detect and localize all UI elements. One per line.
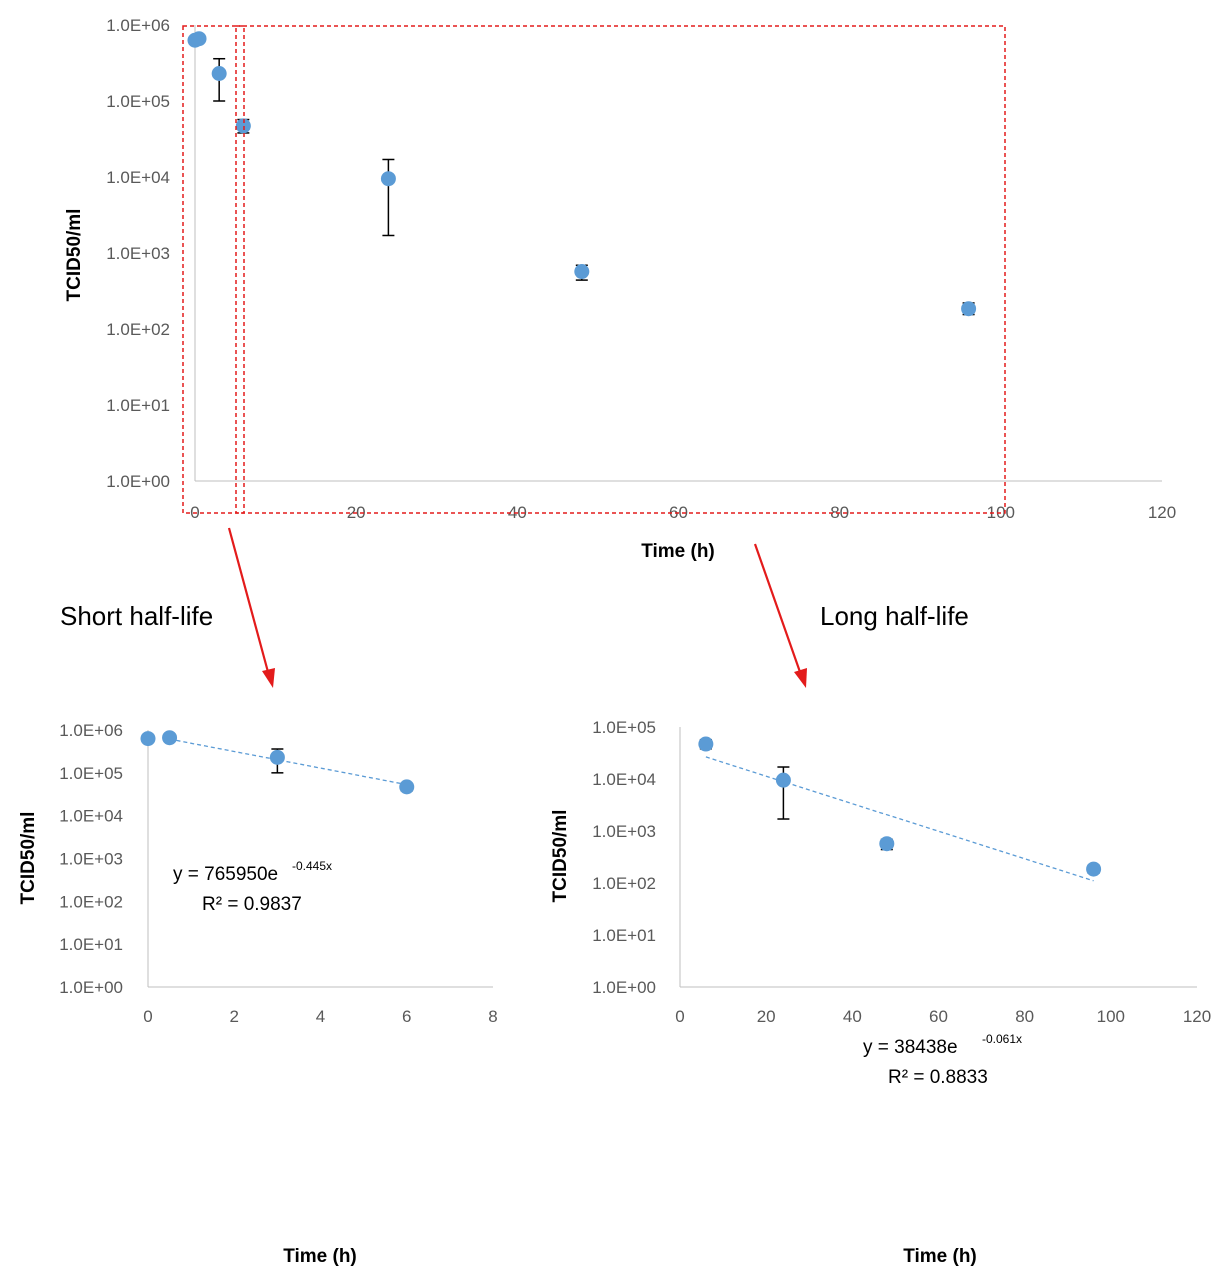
long-x-tick-label: 60 — [929, 1007, 948, 1026]
long-x-tick-label: 120 — [1183, 1007, 1211, 1026]
short-x-tick-label: 2 — [230, 1007, 239, 1026]
long-arrow — [753, 543, 807, 688]
long-y-tick-label: 1.0E+05 — [592, 718, 656, 737]
short-x-axis-title: Time (h) — [283, 1246, 357, 1267]
short-data-point — [399, 779, 415, 795]
long-data-point — [775, 772, 791, 788]
top-y-tick-label: 1.0E+00 — [106, 472, 170, 491]
long-range-highlight-box — [235, 25, 1006, 514]
long-data-point — [698, 736, 714, 752]
short-y-tick-label: 1.0E+01 — [59, 935, 123, 954]
short-x-tick-label: 4 — [316, 1007, 325, 1026]
top-data-point — [191, 31, 207, 47]
highlight-overlay — [182, 25, 1006, 688]
long-x-tick-label: 0 — [675, 1007, 684, 1026]
long-y-tick-label: 1.0E+03 — [592, 822, 656, 841]
long-data-point — [879, 836, 895, 852]
short-x-tick-label: 6 — [402, 1007, 411, 1026]
long-equation-exponent: -0.061x — [982, 1032, 1022, 1046]
top-y-tick-label: 1.0E+04 — [106, 168, 170, 187]
top-y-tick-label: 1.0E+05 — [106, 92, 170, 111]
long-data-point — [1086, 861, 1102, 877]
short-equation-exponent: -0.445x — [292, 859, 332, 873]
top-y-tick-label: 1.0E+03 — [106, 244, 170, 263]
top-data-point — [380, 171, 396, 187]
short-y-tick-label: 1.0E+05 — [59, 764, 123, 783]
short-trendline — [169, 738, 407, 786]
top-y-tick-label: 1.0E+01 — [106, 396, 170, 415]
long-x-axis-title: Time (h) — [903, 1246, 977, 1267]
short-data-point — [162, 730, 178, 746]
short-x-tick-label: 8 — [488, 1007, 497, 1026]
long-y-axis-title: TCID50/ml — [550, 810, 571, 903]
top-y-tick-label: 1.0E+02 — [106, 320, 170, 339]
top-data-point — [211, 66, 227, 82]
long-x-tick-label: 20 — [757, 1007, 776, 1026]
top-x-tick-label: 120 — [1148, 503, 1176, 522]
short-r2-text: R² = 0.9837 — [202, 894, 302, 915]
top-data-point — [574, 264, 590, 280]
short-half-life-label: Short half-life — [60, 601, 213, 631]
top-y-tick-label: 1.0E+06 — [106, 16, 170, 35]
short-arrow — [227, 527, 275, 688]
short-y-tick-label: 1.0E+03 — [59, 850, 123, 869]
short-equation-text: y = 765950e — [173, 864, 278, 885]
short-data-point — [269, 749, 285, 765]
short-y-tick-label: 1.0E+02 — [59, 892, 123, 911]
long-y-tick-label: 1.0E+01 — [592, 926, 656, 945]
short-y-axis-title: TCID50/ml — [18, 812, 39, 905]
top-data-point — [961, 301, 977, 317]
long-x-tick-label: 80 — [1015, 1007, 1034, 1026]
long-y-tick-label: 1.0E+00 — [592, 978, 656, 997]
short-half-life-chart: 1.0E+00 1.0E+01 1.0E+02 1.0E+03 1.0E+04 1.0E+… — [18, 721, 498, 1267]
long-trendline-equation: y = 38438e -0.061x R² = 0.8833 — [863, 1032, 1022, 1088]
svg-text:y = 765950e: y = 765950e — [173, 864, 278, 885]
top-error-bar — [382, 158, 395, 237]
long-equation-text: y = 38438e — [863, 1037, 958, 1058]
short-y-tick-label: 1.0E+06 — [59, 721, 123, 740]
long-y-tick-label: 1.0E+02 — [592, 874, 656, 893]
short-range-highlight-box — [182, 25, 245, 514]
long-r2-text: R² = 0.8833 — [888, 1067, 988, 1088]
short-y-tick-label: 1.0E+04 — [59, 807, 123, 826]
long-half-life-label: Long half-life — [820, 601, 969, 631]
short-trendline-equation: y = 765950e -0.445x R² = 0.9837 — [173, 859, 332, 915]
short-data-point — [140, 731, 156, 747]
long-trendline — [705, 756, 1094, 882]
long-half-life-chart: 1.0E+00 1.0E+01 1.0E+02 1.0E+03 1.0E+04 1.0E+… — [550, 718, 1211, 1267]
long-x-tick-label: 40 — [843, 1007, 862, 1026]
top-x-axis-title: Time (h) — [641, 541, 715, 562]
top-y-axis-title: TCID50/ml — [64, 209, 85, 302]
top-chart: 1.0E+00 1.0E+01 1.0E+02 1.0E+03 1.0E+04 1.0E+… — [64, 16, 1176, 562]
top-data-point — [235, 118, 251, 134]
short-x-tick-label: 0 — [143, 1007, 152, 1026]
long-x-tick-label: 100 — [1097, 1007, 1125, 1026]
long-y-tick-label: 1.0E+04 — [592, 770, 656, 789]
short-y-tick-label: 1.0E+00 — [59, 978, 123, 997]
